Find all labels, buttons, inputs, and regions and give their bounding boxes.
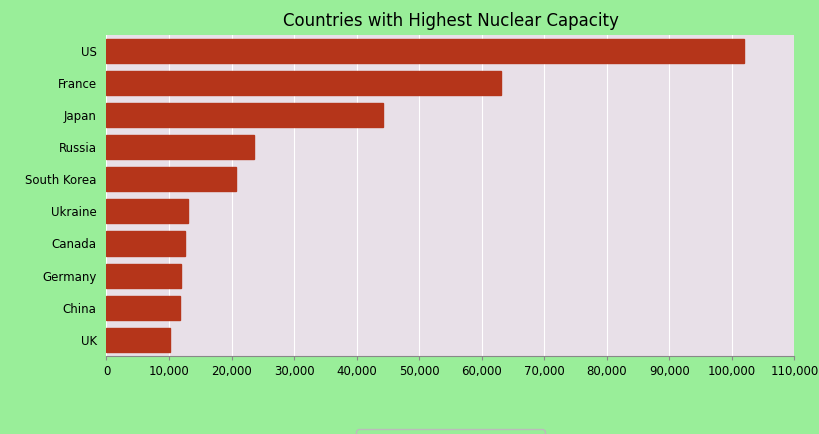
Bar	[106, 199, 188, 224]
Bar	[106, 39, 744, 63]
Bar	[106, 71, 501, 95]
Bar	[106, 296, 180, 320]
Bar	[106, 231, 185, 256]
Bar	[106, 167, 236, 191]
Bar	[106, 103, 383, 127]
Bar	[106, 135, 255, 159]
Bar	[106, 328, 170, 352]
Title: Countries with Highest Nuclear Capacity: Countries with Highest Nuclear Capacity	[283, 13, 618, 30]
Bar	[106, 263, 182, 288]
Legend: Nuclear Capacity in MW: Nuclear Capacity in MW	[356, 429, 545, 434]
